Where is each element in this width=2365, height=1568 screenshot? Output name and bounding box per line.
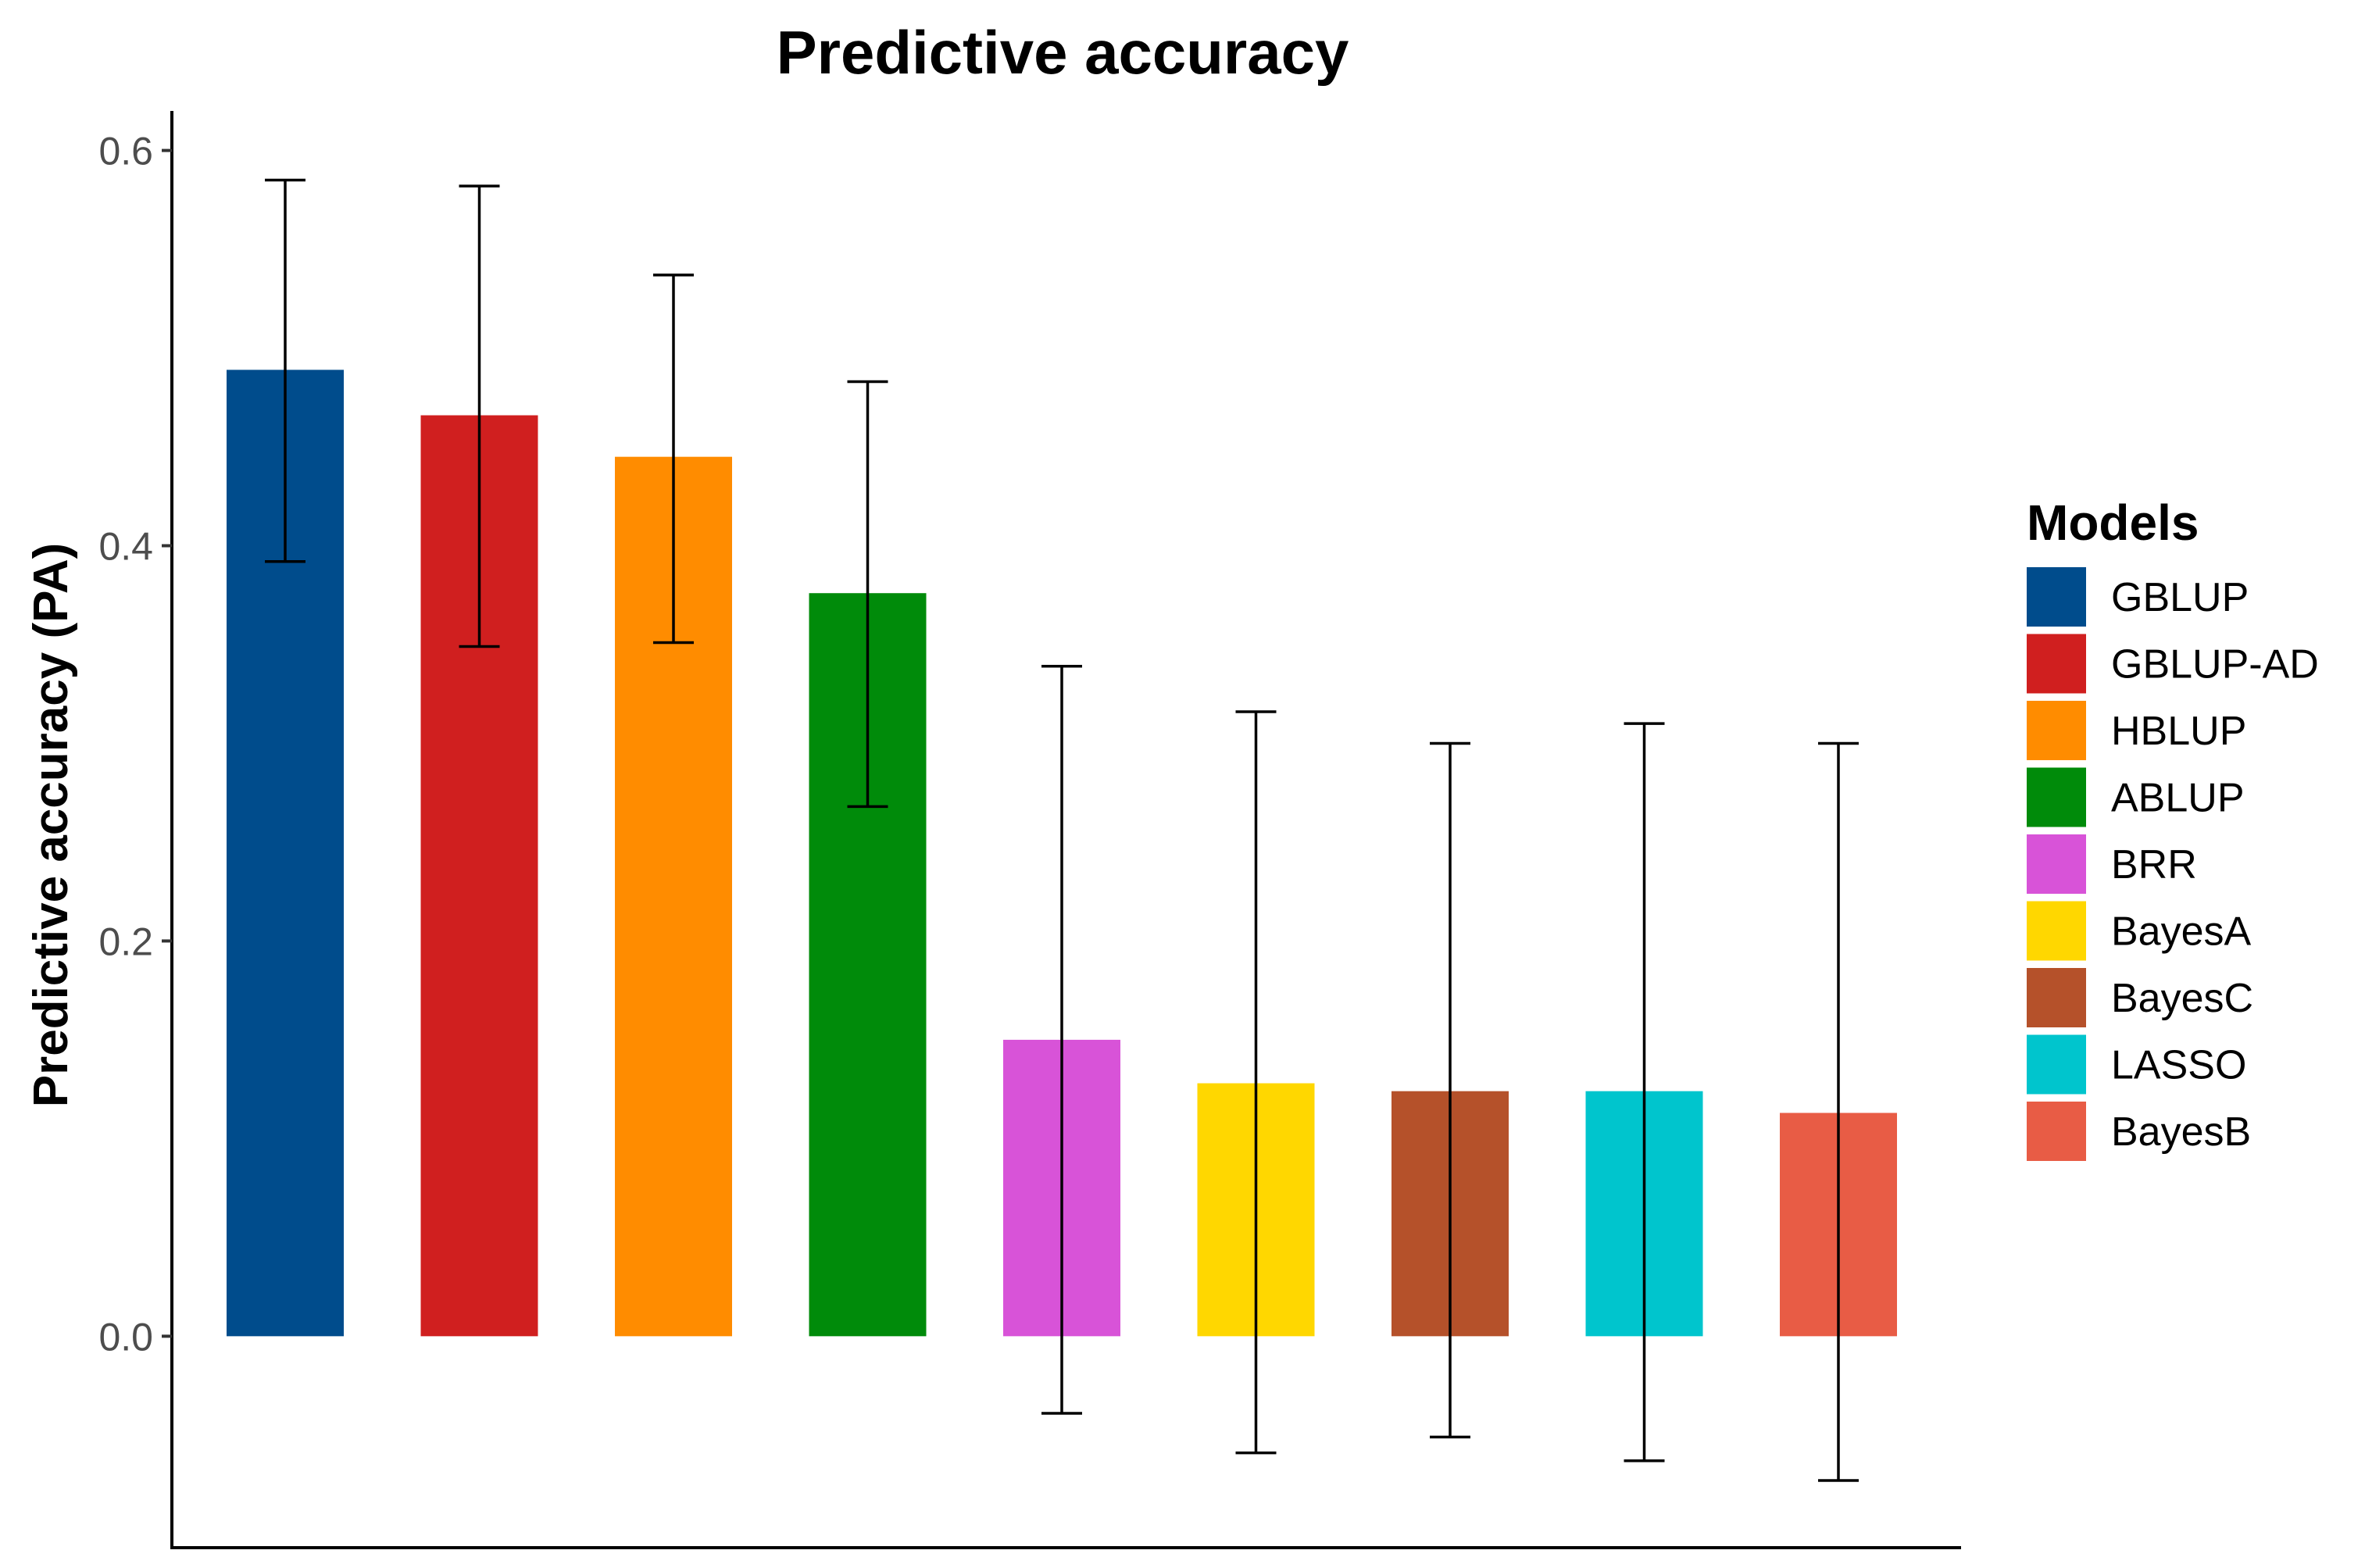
y-axis-title: Predictive accuracy (PA) bbox=[24, 543, 78, 1108]
legend-label: BayesA bbox=[2111, 909, 2252, 955]
legend-items: GBLUP GBLUP-AD HBLUP ABLUP BRR BayesA BayesC LA… bbox=[2027, 567, 2319, 1161]
legend-label: ABLUP bbox=[2111, 776, 2245, 821]
legend-title: Models bbox=[2027, 495, 2199, 551]
legend-swatch bbox=[2027, 701, 2086, 760]
y-axis: 0.0 0.2 0.4 0.6 bbox=[98, 111, 173, 1548]
legend-label: BayesB bbox=[2111, 1109, 2251, 1155]
error-bar-gblup-ad bbox=[459, 184, 500, 648]
legend-label: HBLUP bbox=[2111, 709, 2246, 754]
legend-swatch bbox=[2027, 567, 2086, 627]
error-bars-group bbox=[265, 178, 1859, 1482]
legend-label: GBLUP-AD bbox=[2111, 642, 2319, 688]
error-bar-lasso bbox=[1624, 722, 1665, 1463]
error-bar-ablup bbox=[847, 380, 888, 809]
y-tick-label: 0.6 bbox=[98, 130, 153, 173]
legend-label: BayesC bbox=[2111, 976, 2253, 1021]
legend-label: LASSO bbox=[2111, 1043, 2246, 1088]
legend-swatch bbox=[2027, 968, 2086, 1027]
legend-item-lasso: LASSO bbox=[2027, 1034, 2246, 1095]
y-tick-label: 0.4 bbox=[98, 525, 153, 569]
error-bar-bayesb bbox=[1818, 741, 1859, 1482]
legend-swatch bbox=[2027, 1034, 2086, 1095]
error-bar-bayesa bbox=[1235, 710, 1277, 1455]
error-bar-bayesc bbox=[1430, 741, 1470, 1439]
legend-item-bayesa: BayesA bbox=[2027, 901, 2252, 961]
legend-item-bayesb: BayesB bbox=[2027, 1102, 2251, 1161]
legend: Models GBLUP GBLUP-AD HBLUP ABLUP BRR BayesA B… bbox=[2027, 495, 2319, 1161]
legend-swatch bbox=[2027, 1102, 2086, 1161]
legend-swatch bbox=[2027, 834, 2086, 894]
legend-label: BRR bbox=[2111, 842, 2197, 888]
y-ticks: 0.0 0.2 0.4 0.6 bbox=[98, 130, 172, 1359]
error-bar-brr bbox=[1041, 665, 1082, 1415]
error-bar-hblup bbox=[653, 273, 694, 645]
chart-title: Predictive accuracy bbox=[777, 18, 1349, 87]
legend-item-ablup: ABLUP bbox=[2027, 767, 2245, 827]
error-bar-gblup bbox=[265, 178, 305, 563]
legend-item-gblup: GBLUP bbox=[2027, 567, 2249, 627]
y-tick-label: 0.0 bbox=[98, 1315, 153, 1359]
legend-item-brr: BRR bbox=[2027, 834, 2197, 894]
legend-item-gblup-ad: GBLUP-AD bbox=[2027, 634, 2319, 694]
legend-label: GBLUP bbox=[2111, 575, 2249, 620]
legend-swatch bbox=[2027, 634, 2086, 694]
legend-item-hblup: HBLUP bbox=[2027, 701, 2246, 760]
legend-swatch bbox=[2027, 901, 2086, 961]
legend-swatch bbox=[2027, 767, 2086, 827]
legend-item-bayesc: BayesC bbox=[2027, 968, 2253, 1027]
y-tick-label: 0.2 bbox=[98, 920, 153, 963]
